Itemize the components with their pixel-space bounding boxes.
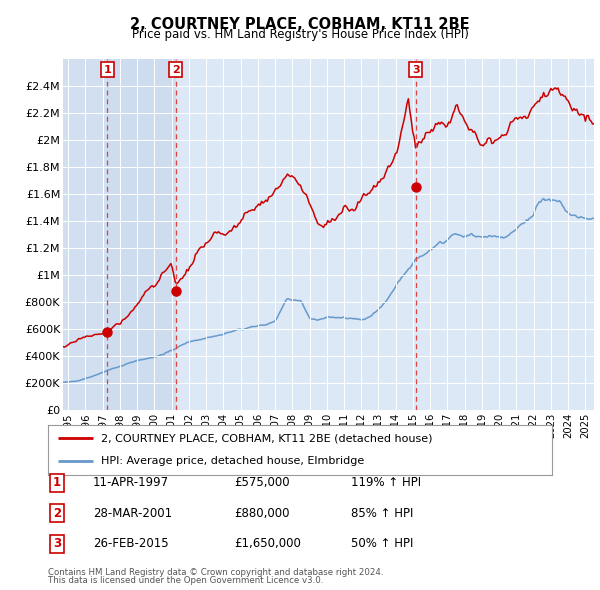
- Bar: [176, 59, 416, 410]
- Text: HPI: Average price, detached house, Elmbridge: HPI: Average price, detached house, Elmb…: [101, 457, 364, 467]
- Text: 11-APR-1997: 11-APR-1997: [93, 476, 169, 489]
- Text: 2, COURTNEY PLACE, COBHAM, KT11 2BE (detached house): 2, COURTNEY PLACE, COBHAM, KT11 2BE (det…: [101, 433, 433, 443]
- Text: 2: 2: [53, 507, 61, 520]
- Bar: [63, 59, 107, 410]
- Text: 3: 3: [53, 537, 61, 550]
- Text: 119% ↑ HPI: 119% ↑ HPI: [351, 476, 421, 489]
- Text: 85% ↑ HPI: 85% ↑ HPI: [351, 507, 413, 520]
- Text: 1: 1: [104, 65, 112, 75]
- Text: £575,000: £575,000: [234, 476, 290, 489]
- Text: 2: 2: [172, 65, 179, 75]
- Text: £1,650,000: £1,650,000: [234, 537, 301, 550]
- Text: 1: 1: [53, 476, 61, 489]
- Text: Price paid vs. HM Land Registry's House Price Index (HPI): Price paid vs. HM Land Registry's House …: [131, 28, 469, 41]
- Text: £880,000: £880,000: [234, 507, 290, 520]
- Text: 3: 3: [412, 65, 419, 75]
- Text: 2, COURTNEY PLACE, COBHAM, KT11 2BE: 2, COURTNEY PLACE, COBHAM, KT11 2BE: [130, 17, 470, 31]
- Text: Contains HM Land Registry data © Crown copyright and database right 2024.: Contains HM Land Registry data © Crown c…: [48, 568, 383, 577]
- Text: 50% ↑ HPI: 50% ↑ HPI: [351, 537, 413, 550]
- Text: 28-MAR-2001: 28-MAR-2001: [93, 507, 172, 520]
- Text: 26-FEB-2015: 26-FEB-2015: [93, 537, 169, 550]
- Bar: [107, 59, 176, 410]
- Text: This data is licensed under the Open Government Licence v3.0.: This data is licensed under the Open Gov…: [48, 576, 323, 585]
